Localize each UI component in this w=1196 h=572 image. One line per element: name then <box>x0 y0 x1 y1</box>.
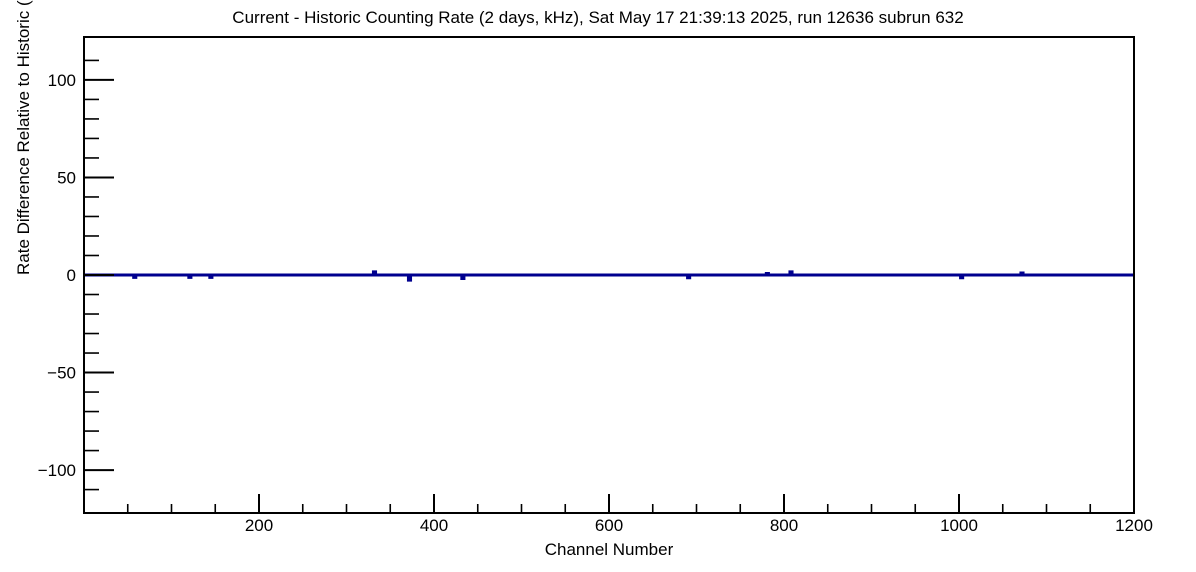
x-tick-label: 200 <box>245 516 273 535</box>
x-tick-label: 400 <box>420 516 448 535</box>
y-tick-label: −100 <box>38 461 76 480</box>
x-tick-label: 1000 <box>940 516 978 535</box>
x-tick-label: 1200 <box>1115 516 1153 535</box>
x-tick-label: 600 <box>595 516 623 535</box>
y-tick-label: 0 <box>67 266 76 285</box>
chart-title: Current - Historic Counting Rate (2 days… <box>232 8 964 27</box>
x-axis-title: Channel Number <box>544 540 674 559</box>
x-tick-label: 800 <box>770 516 798 535</box>
y-tick-label: 50 <box>57 168 76 187</box>
rate-difference-line <box>84 270 1134 282</box>
y-tick-label: 100 <box>48 71 76 90</box>
y-tick-label: −50 <box>47 364 76 383</box>
